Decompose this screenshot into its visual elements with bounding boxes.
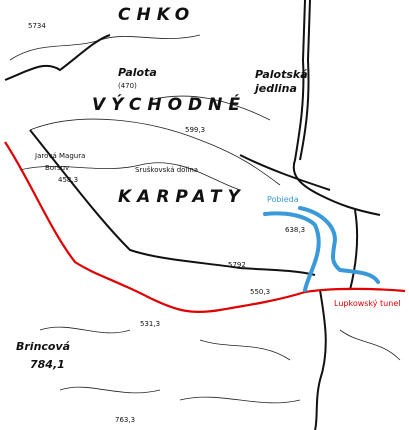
label: Sruškovská dolina [135, 166, 198, 174]
label: KARPATY [118, 187, 246, 207]
contour [19, 162, 241, 191]
label: Palota [118, 66, 157, 79]
road [29, 129, 316, 276]
label: (470) [118, 82, 137, 90]
stream [263, 211, 321, 292]
contour [339, 329, 401, 361]
road [314, 289, 327, 430]
roads [4, 0, 381, 430]
border-line [4, 141, 406, 313]
label: 5734 [28, 22, 46, 30]
railway [299, 0, 311, 161]
label: Lupkowský tunel [334, 299, 400, 308]
label: Jarová Magura [34, 152, 85, 160]
road [4, 34, 111, 81]
contour [39, 326, 161, 394]
contours [9, 34, 401, 404]
label: Brincová [16, 340, 70, 353]
railway [292, 0, 381, 216]
label: 5792 [228, 261, 246, 269]
road [349, 209, 359, 291]
contour [149, 95, 271, 121]
streams [263, 206, 380, 292]
road [239, 154, 331, 191]
label: Pobieda [267, 195, 299, 204]
label: Palotská [255, 68, 308, 81]
label: 763,3 [115, 416, 135, 424]
label: 638,3 [285, 226, 305, 234]
contour [179, 339, 301, 404]
label: 458,3 [58, 176, 78, 184]
label: 550,3 [250, 288, 270, 296]
label: Borsuv [45, 164, 69, 172]
label: VÝCHODNÉ [92, 93, 246, 115]
label: jedlina [253, 82, 297, 95]
contour [29, 118, 281, 186]
stream [298, 206, 380, 284]
label: 599,3 [185, 126, 205, 134]
label: 531,3 [140, 320, 160, 328]
label: 784,1 [30, 358, 65, 371]
label: CHKO [118, 5, 195, 25]
